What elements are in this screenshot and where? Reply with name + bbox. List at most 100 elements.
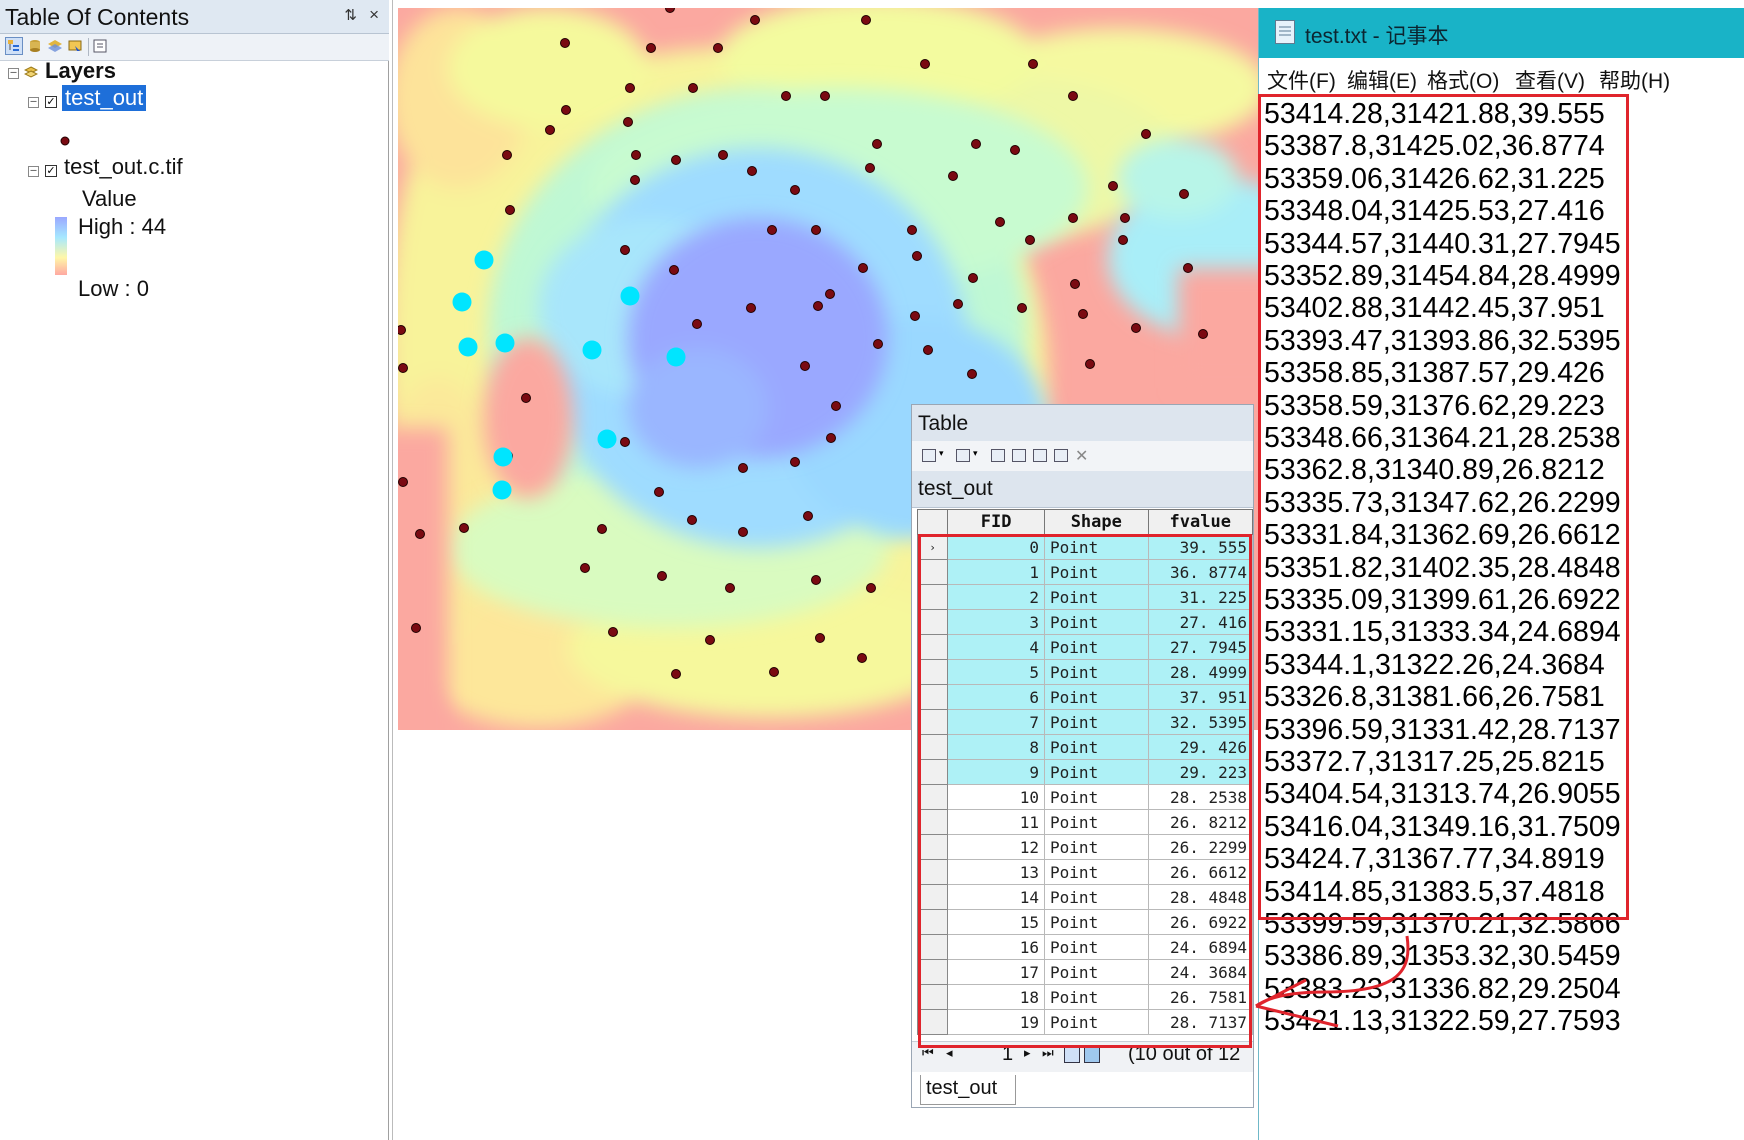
cell-shape[interactable]: Point <box>1044 609 1149 635</box>
cell-shape[interactable]: Point <box>1044 859 1149 885</box>
cell-shape[interactable]: Point <box>1044 634 1149 660</box>
cell-fvalue[interactable]: 26. 6922 <box>1147 909 1254 935</box>
selected-map-point[interactable] <box>597 429 617 449</box>
table-row[interactable]: 5 Point 28. 4999 <box>916 659 1254 685</box>
cell-shape[interactable]: Point <box>1044 659 1149 685</box>
map-point[interactable] <box>1078 309 1088 319</box>
row-selector[interactable] <box>916 809 949 835</box>
cell-shape[interactable]: Point <box>1044 709 1149 735</box>
map-point[interactable] <box>625 83 635 93</box>
cell-fid[interactable]: 17 <box>947 959 1046 985</box>
current-record-input[interactable]: 1 <box>1002 1043 1014 1065</box>
map-point[interactable] <box>669 265 679 275</box>
row-selector[interactable] <box>916 1009 949 1035</box>
cell-fid[interactable]: 9 <box>947 759 1046 785</box>
row-selector[interactable] <box>916 834 949 860</box>
map-point[interactable] <box>912 251 922 261</box>
map-point[interactable] <box>692 319 702 329</box>
map-point[interactable] <box>746 303 756 313</box>
map-point[interactable] <box>1179 189 1189 199</box>
cell-fid[interactable]: 18 <box>947 984 1046 1010</box>
cell-fvalue[interactable]: 27. 416 <box>1147 609 1254 635</box>
map-point[interactable] <box>580 563 590 573</box>
table-row[interactable]: 4 Point 27. 7945 <box>916 634 1254 660</box>
cell-fid[interactable]: 10 <box>947 784 1046 810</box>
menu-view[interactable]: 查看(V) <box>1515 70 1585 93</box>
cell-fvalue[interactable]: 32. 5395 <box>1147 709 1254 735</box>
cell-fid[interactable]: 8 <box>947 734 1046 760</box>
map-point[interactable] <box>790 457 800 467</box>
menu-help[interactable]: 帮助(H) <box>1599 70 1671 93</box>
cell-fid[interactable]: 11 <box>947 809 1046 835</box>
map-point[interactable] <box>1183 263 1193 273</box>
cell-shape[interactable]: Point <box>1044 909 1149 935</box>
row-selector[interactable]: › <box>916 534 949 560</box>
map-point[interactable] <box>713 43 723 53</box>
cell-shape[interactable]: Point <box>1044 559 1149 585</box>
map-point[interactable] <box>597 524 607 534</box>
map-point[interactable] <box>725 583 735 593</box>
map-point[interactable] <box>671 669 681 679</box>
map-point[interactable] <box>825 289 835 299</box>
clear-selection-icon[interactable] <box>1033 449 1047 462</box>
table-row[interactable]: 16 Point 24. 6894 <box>916 934 1254 960</box>
column-header-fvalue[interactable]: fvalue <box>1147 509 1254 535</box>
row-selector[interactable] <box>916 634 949 660</box>
table-options-icon[interactable] <box>922 449 936 462</box>
map-point[interactable] <box>865 163 875 173</box>
map-point[interactable] <box>1198 329 1208 339</box>
map-point[interactable] <box>800 361 810 371</box>
cell-fvalue[interactable]: 26. 7581 <box>1147 984 1254 1010</box>
layer-test-out[interactable]: test_out <box>62 85 147 111</box>
table-row[interactable]: 17 Point 24. 3684 <box>916 959 1254 985</box>
cell-fid[interactable]: 12 <box>947 834 1046 860</box>
map-point[interactable] <box>815 633 825 643</box>
map-point[interactable] <box>620 437 630 447</box>
row-selector[interactable] <box>916 684 949 710</box>
map-point[interactable] <box>738 463 748 473</box>
table-row[interactable]: 6 Point 37. 951 <box>916 684 1254 710</box>
cell-fid[interactable]: 5 <box>947 659 1046 685</box>
cell-fid[interactable]: 0 <box>947 534 1046 560</box>
select-by-attributes-icon[interactable] <box>991 449 1005 462</box>
row-selector[interactable] <box>916 659 949 685</box>
test-out-visibility-checkbox[interactable]: ✓ <box>45 96 57 108</box>
map-point[interactable] <box>1108 181 1118 191</box>
cell-fvalue[interactable]: 28. 7137 <box>1147 1009 1254 1035</box>
cell-fid[interactable]: 16 <box>947 934 1046 960</box>
related-tables-dropdown-icon[interactable]: ▾ <box>973 448 978 458</box>
map-point[interactable] <box>411 623 421 633</box>
cell-fid[interactable]: 2 <box>947 584 1046 610</box>
cell-fvalue[interactable]: 39. 555 <box>1147 534 1254 560</box>
table-row[interactable]: 2 Point 31. 225 <box>916 584 1254 610</box>
cell-fvalue[interactable]: 27. 7945 <box>1147 634 1254 660</box>
table-row[interactable]: 12 Point 26. 2299 <box>916 834 1254 860</box>
cell-shape[interactable]: Point <box>1044 1009 1149 1035</box>
map-point[interactable] <box>623 117 633 127</box>
map-point[interactable] <box>657 571 667 581</box>
test-out-expander[interactable]: – <box>28 97 39 108</box>
table-row[interactable]: 13 Point 26. 6612 <box>916 859 1254 885</box>
cell-fvalue[interactable]: 28. 4848 <box>1147 884 1254 910</box>
cell-fid[interactable]: 7 <box>947 709 1046 735</box>
map-point[interactable] <box>521 393 531 403</box>
map-point[interactable] <box>813 301 823 311</box>
cell-fvalue[interactable]: 28. 4999 <box>1147 659 1254 685</box>
map-point[interactable] <box>790 185 800 195</box>
cell-fvalue[interactable]: 26. 2299 <box>1147 834 1254 860</box>
cell-shape[interactable]: Point <box>1044 984 1149 1010</box>
row-selector[interactable] <box>916 884 949 910</box>
layer-test-out-c-tif[interactable]: test_out.c.tif <box>64 154 183 179</box>
map-point[interactable] <box>459 523 469 533</box>
selected-map-point[interactable] <box>474 250 494 270</box>
map-point[interactable] <box>561 105 571 115</box>
map-point[interactable] <box>858 263 868 273</box>
table-row[interactable]: 7 Point 32. 5395 <box>916 709 1254 735</box>
map-point[interactable] <box>750 15 760 25</box>
map-point[interactable] <box>907 225 917 235</box>
row-selector[interactable] <box>916 859 949 885</box>
first-record-icon[interactable]: ⏮ <box>922 1045 934 1060</box>
map-point[interactable] <box>646 43 656 53</box>
table-row[interactable]: 15 Point 26. 6922 <box>916 909 1254 935</box>
map-point[interactable] <box>971 139 981 149</box>
